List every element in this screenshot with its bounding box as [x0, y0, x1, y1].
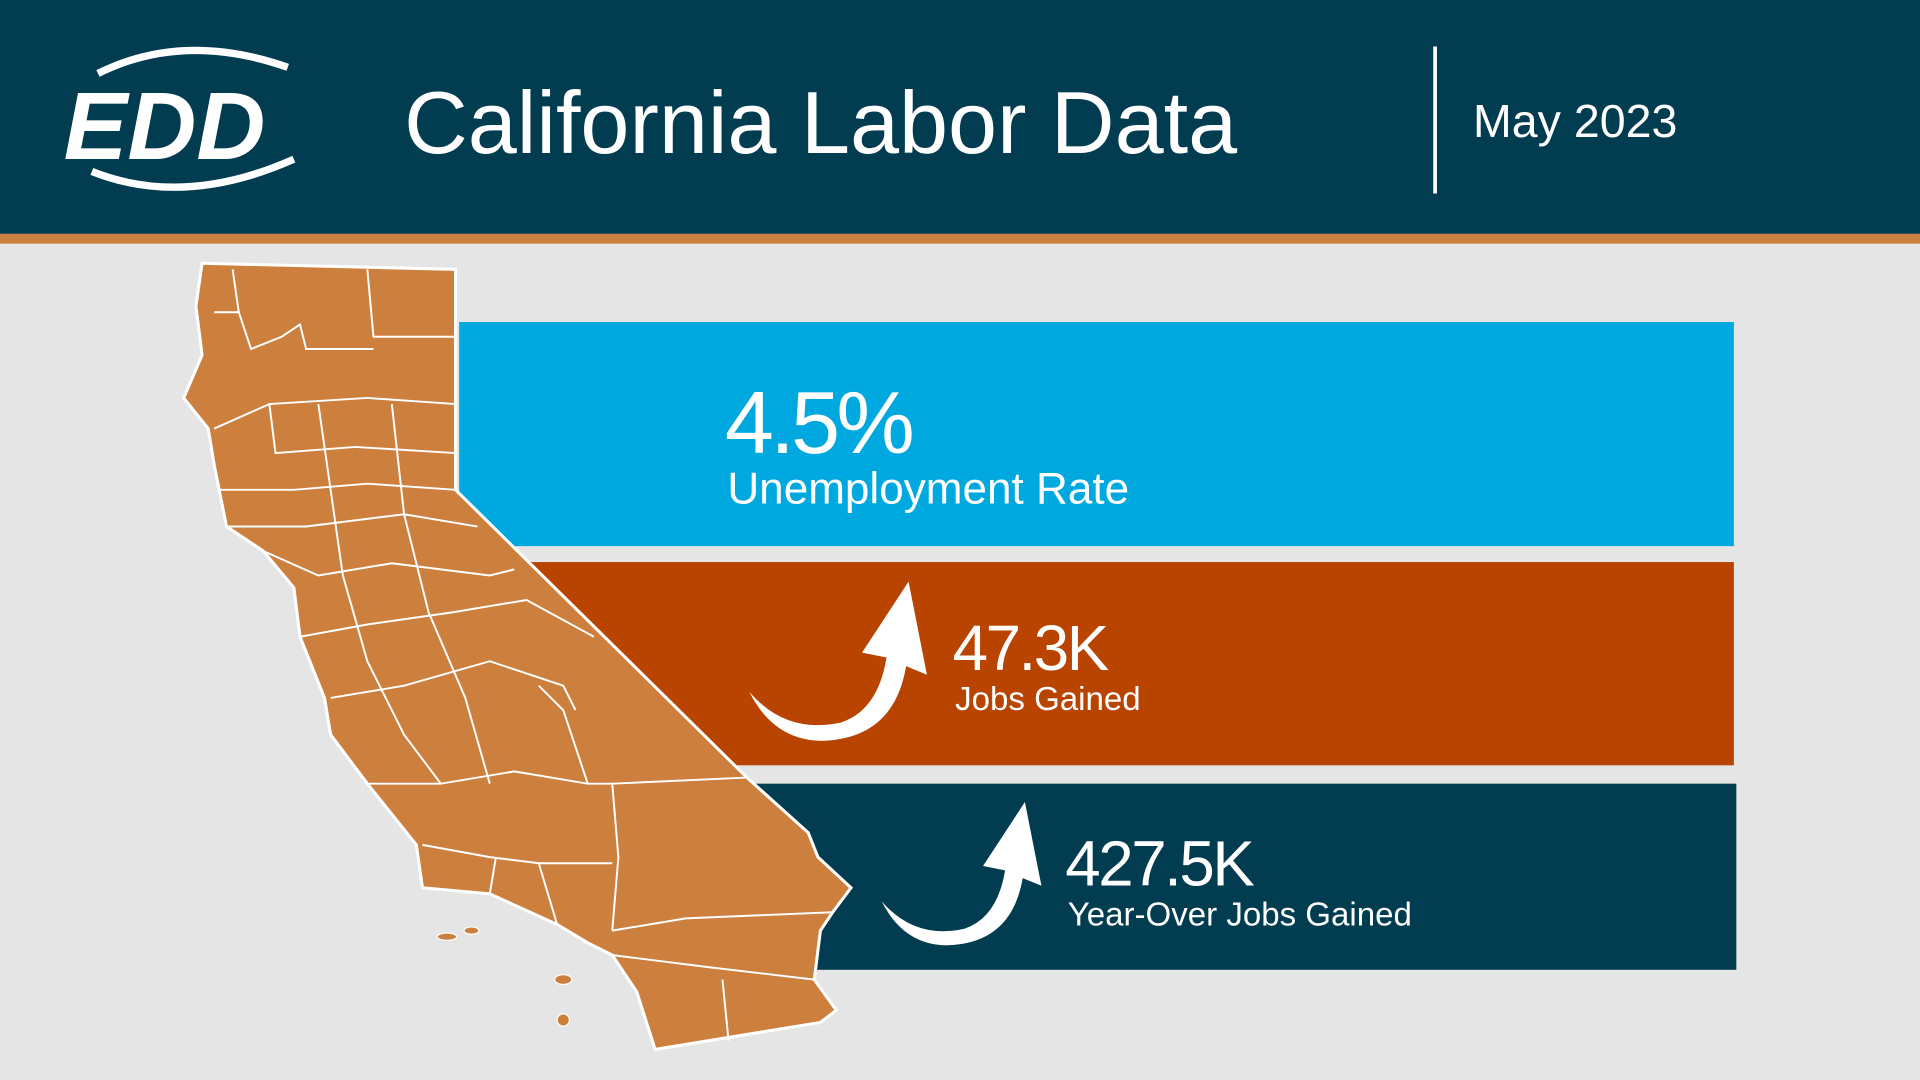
stat-bar: [459, 322, 1734, 547]
logo: EDD: [64, 46, 296, 191]
stat-label: Unemployment Rate: [727, 464, 1129, 513]
stat-value: 47.3K: [953, 613, 1109, 684]
title: California Labor Data: [404, 73, 1238, 172]
header-stripe: [0, 233, 1920, 244]
up-arrow: [749, 581, 927, 741]
stat-value: 427.5K: [1065, 828, 1254, 899]
up-arrow: [881, 802, 1042, 946]
stat-bar: [508, 562, 1734, 766]
stat-bar: [734, 783, 1737, 970]
california-map: [181, 261, 854, 1052]
stat-value: 4.5%: [725, 373, 913, 472]
date: May 2023: [1473, 95, 1677, 147]
header-bar: [0, 0, 1920, 234]
logo-text: EDD: [64, 74, 266, 180]
stat-label: Jobs Gained: [955, 681, 1141, 718]
stat-label: Year-Over Jobs Gained: [1068, 897, 1412, 934]
